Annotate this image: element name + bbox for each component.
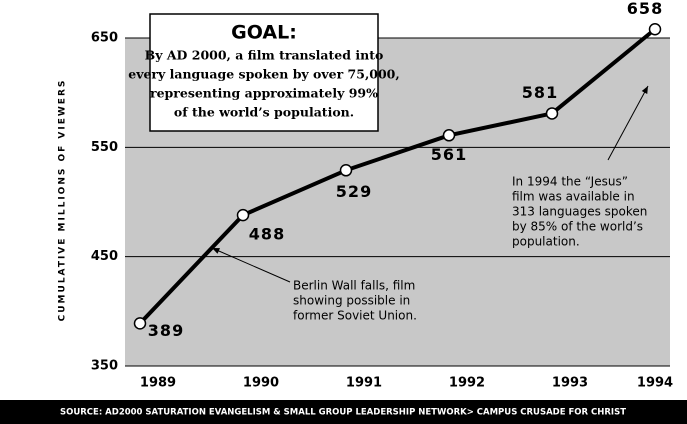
annotation-line: 313 languages spoken xyxy=(512,205,647,219)
x-tick-label: 1994 xyxy=(637,376,673,391)
goal-line: every language spoken by over 75,000, xyxy=(128,67,399,82)
point xyxy=(648,23,662,36)
annotation-line: showing possible in xyxy=(293,294,410,308)
y-tick-label: 650 xyxy=(91,31,118,46)
point xyxy=(236,208,250,222)
x-tick-label: 1989 xyxy=(140,376,176,391)
data-label: 488 xyxy=(249,225,285,244)
y-tick-label: 350 xyxy=(91,359,118,374)
source: SOURCE: AD2000 SATURATION EVANGELISM & S… xyxy=(60,408,626,418)
point xyxy=(545,107,559,120)
annotation-line: Berlin Wall falls, film xyxy=(293,279,415,293)
footer-bar xyxy=(0,400,687,424)
goal-line: representing approximately 99% xyxy=(150,86,378,101)
point xyxy=(442,129,456,142)
annotation-arrow xyxy=(211,247,291,283)
annotation-line: In 1994 the “Jesus” xyxy=(512,175,628,189)
goal-line: of the world’s population. xyxy=(174,105,354,120)
data-label: 389 xyxy=(148,321,184,340)
annotation-line: by 85% of the world’s xyxy=(512,220,643,234)
y-tick-label: 550 xyxy=(91,140,118,155)
annotation-arrow xyxy=(607,85,649,161)
x-tick-label: 1992 xyxy=(449,376,485,391)
goal-line: By AD 2000, a film translated into xyxy=(145,48,384,63)
goal-title: GOAL: xyxy=(231,22,297,44)
annotation-line: film was available in xyxy=(512,190,635,204)
annotation-line: population. xyxy=(512,235,580,249)
data-label: 529 xyxy=(336,182,372,201)
goal-box xyxy=(149,13,379,132)
point xyxy=(133,317,147,330)
x-tick-label: 1991 xyxy=(346,376,382,391)
annotation-line: former Soviet Union. xyxy=(293,309,417,323)
y-axis-label: CUMULATIVE MILLIONS OF VIEWERS xyxy=(58,79,68,322)
arrow-head xyxy=(641,86,648,94)
x-tick-label: 1990 xyxy=(243,376,279,391)
data-label: 658 xyxy=(627,0,663,18)
data-label: 561 xyxy=(431,145,467,164)
x-tick-label: 1993 xyxy=(552,376,588,391)
data-label: 581 xyxy=(522,83,558,102)
point xyxy=(339,164,353,177)
y-tick-label: 450 xyxy=(91,249,118,264)
arrow-head xyxy=(212,248,220,254)
line xyxy=(138,27,657,325)
